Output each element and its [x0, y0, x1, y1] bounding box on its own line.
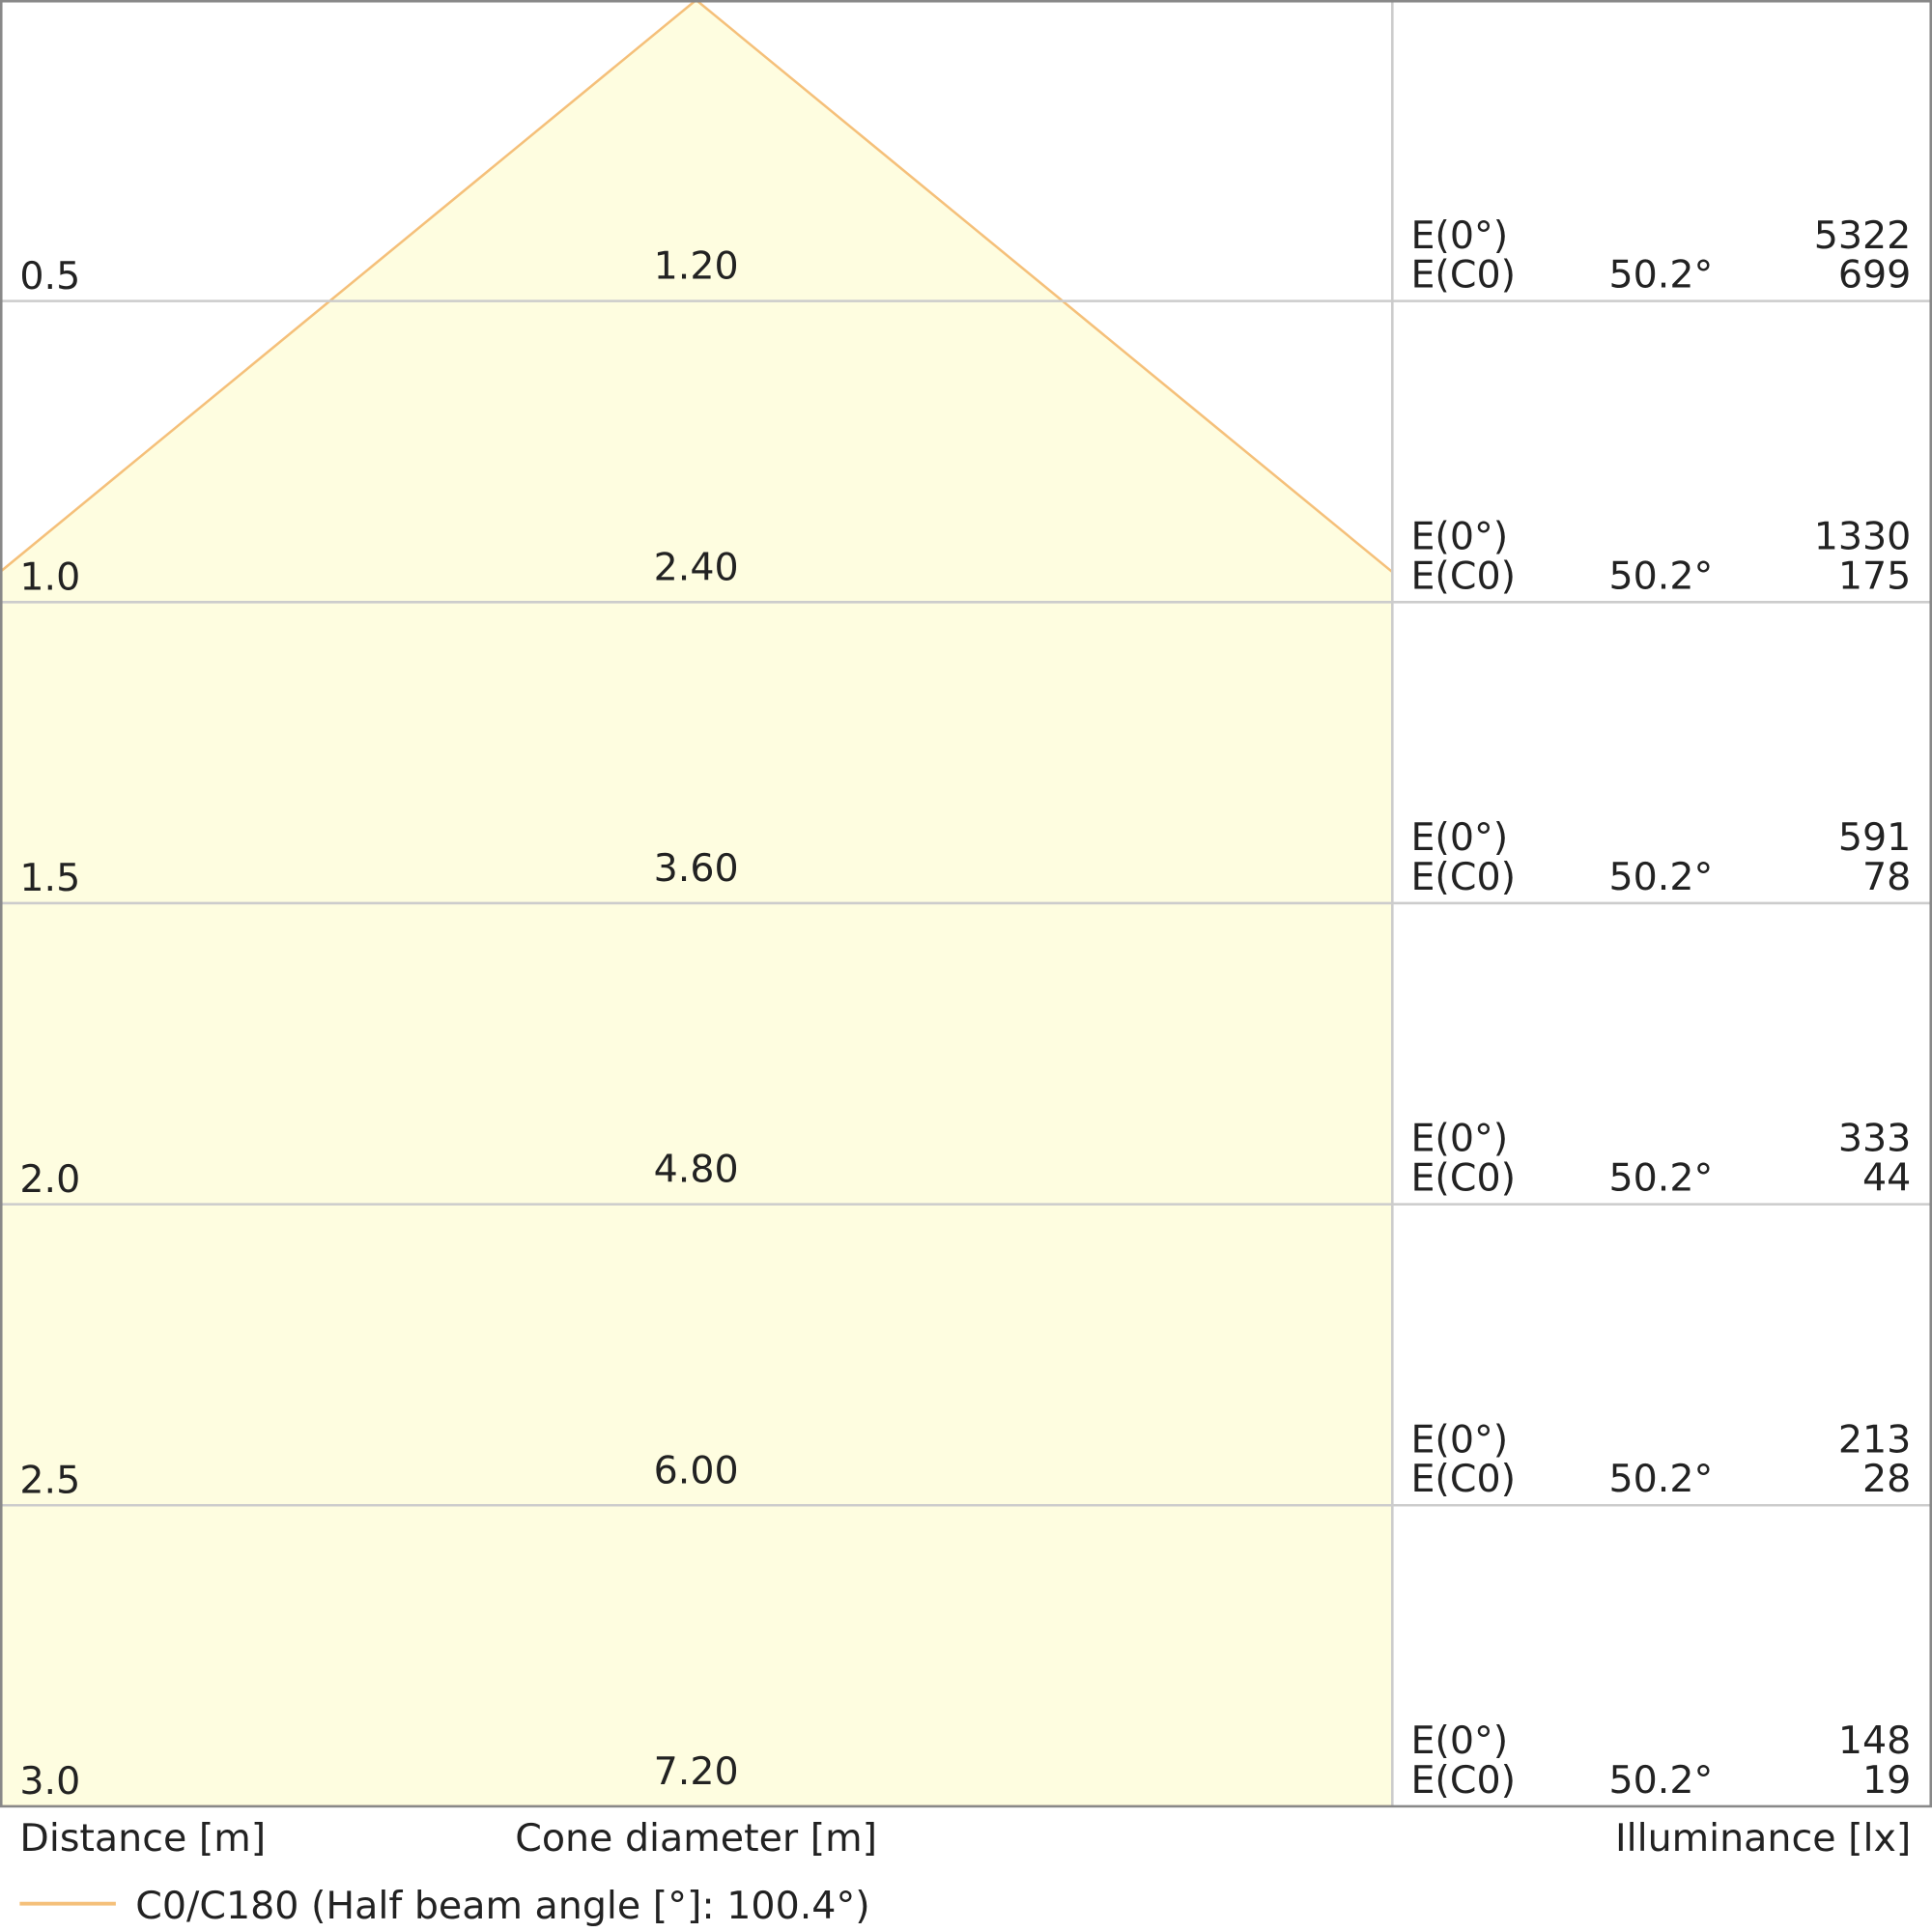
diameter-label: 2.40	[654, 545, 739, 589]
e0-label: E(0°)	[1410, 1417, 1508, 1462]
ec0-label: E(C0)	[1410, 1156, 1516, 1201]
angle-label: 50.2°	[1608, 253, 1713, 298]
distance-axis-label: Distance [m]	[19, 1816, 266, 1861]
ec0-label: E(C0)	[1410, 855, 1516, 899]
illuminance-axis-label: Illuminance [lx]	[1615, 1816, 1911, 1861]
angle-label: 50.2°	[1608, 855, 1713, 899]
e0-value: 213	[1838, 1417, 1911, 1462]
angle-label: 50.2°	[1608, 1758, 1713, 1803]
ec0-value: 19	[1862, 1758, 1911, 1803]
e0-label: E(0°)	[1410, 1719, 1508, 1763]
e0-value: 333	[1838, 1117, 1911, 1161]
frame	[0, 0, 1932, 1808]
e0-label: E(0°)	[1410, 1117, 1508, 1161]
legend-label: C0/C180 (Half beam angle [°]: 100.4°)	[135, 1884, 869, 1928]
ec0-value: 699	[1838, 253, 1911, 298]
diameter-axis-label: Cone diameter [m]	[515, 1816, 877, 1861]
e0-label: E(0°)	[1410, 815, 1508, 860]
e0-value: 148	[1838, 1719, 1911, 1763]
ec0-value: 78	[1862, 855, 1911, 899]
distance-label: 1.5	[19, 856, 80, 900]
distance-label: 3.0	[19, 1759, 80, 1804]
diameter-label: 4.80	[654, 1148, 739, 1192]
ec0-value: 175	[1838, 554, 1911, 598]
angle-label: 50.2°	[1608, 554, 1713, 598]
ec0-label: E(C0)	[1410, 1758, 1516, 1803]
distance-label: 2.5	[19, 1458, 80, 1502]
distance-label: 2.0	[19, 1157, 80, 1202]
e0-label: E(0°)	[1410, 213, 1508, 258]
ec0-label: E(C0)	[1410, 554, 1516, 598]
diameter-label: 6.00	[654, 1448, 739, 1492]
distance-label: 0.5	[19, 254, 80, 298]
ec0-label: E(C0)	[1410, 253, 1516, 298]
ec0-value: 28	[1862, 1457, 1911, 1501]
diameter-label: 1.20	[654, 244, 739, 289]
angle-label: 50.2°	[1608, 1457, 1713, 1501]
diameter-label: 3.60	[654, 846, 739, 891]
e0-value: 1330	[1814, 514, 1912, 558]
e0-value: 591	[1838, 815, 1911, 860]
e0-value: 5322	[1814, 213, 1912, 258]
ec0-value: 44	[1862, 1156, 1911, 1201]
ec0-label: E(C0)	[1410, 1457, 1516, 1501]
distance-label: 1.0	[19, 555, 80, 600]
e0-label: E(0°)	[1410, 514, 1508, 558]
angle-label: 50.2°	[1608, 1156, 1713, 1201]
diameter-label: 7.20	[654, 1749, 739, 1794]
